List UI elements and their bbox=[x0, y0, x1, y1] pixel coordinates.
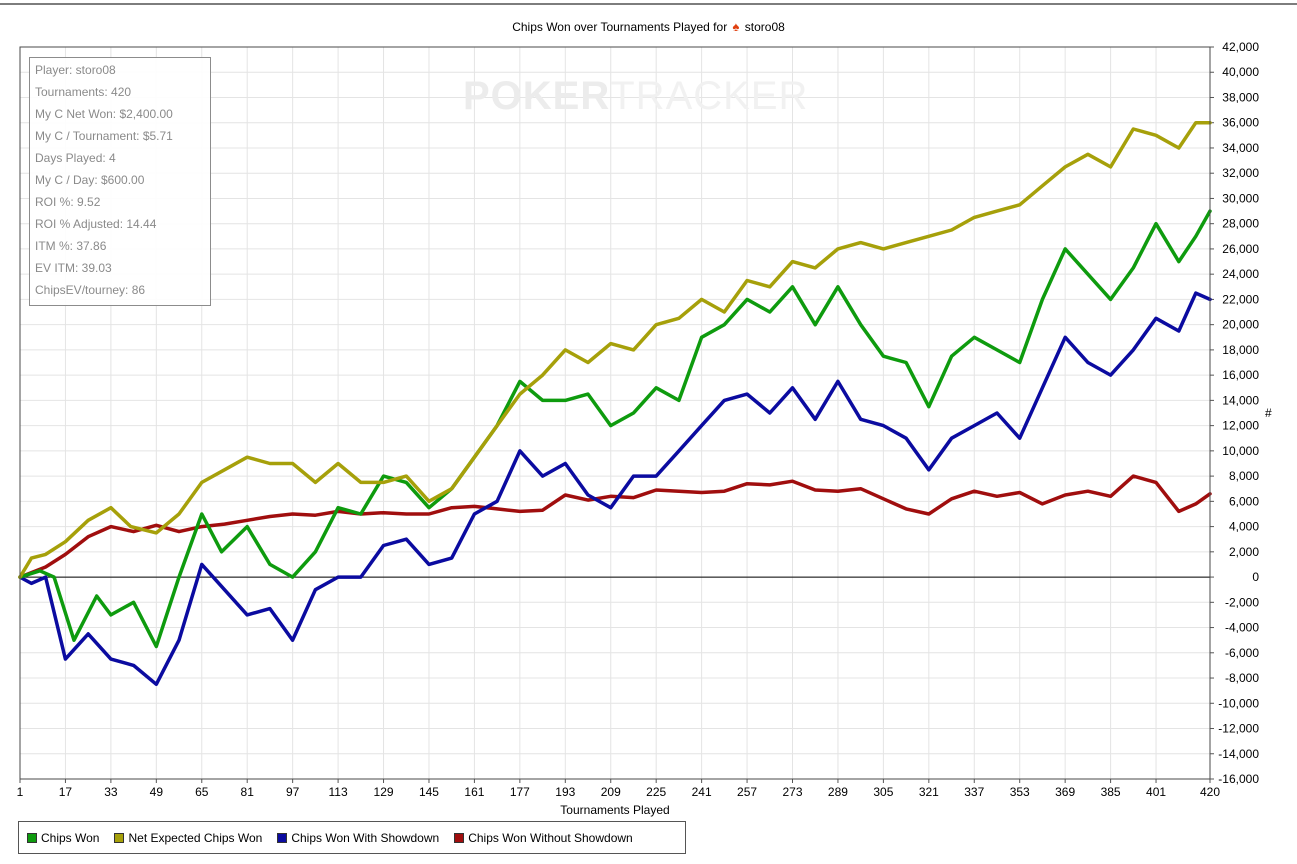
y-tick-label: 34,000 bbox=[1222, 141, 1259, 155]
y-tick-label: 22,000 bbox=[1222, 292, 1259, 306]
y-tick-label: 8,000 bbox=[1229, 469, 1259, 483]
x-tick-label: 305 bbox=[873, 785, 893, 799]
stat-roi-adjusted: ROI % Adjusted: 14.44 bbox=[35, 217, 157, 231]
legend-swatch-chips-won bbox=[27, 832, 37, 843]
stat-itm: ITM %: 37.86 bbox=[35, 239, 107, 253]
y-tick-label: -4,000 bbox=[1225, 621, 1259, 635]
x-tick-label: 97 bbox=[286, 785, 300, 799]
stat-per-tournament: My C / Tournament: $5.71 bbox=[35, 129, 173, 143]
series-net-expected-chips-won bbox=[18, 120, 1212, 579]
legend-label-without-showdown: Chips Won Without Showdown bbox=[468, 830, 633, 845]
x-tick-label: 177 bbox=[510, 785, 530, 799]
plot-area bbox=[19, 46, 1211, 780]
x-tick-label: 337 bbox=[964, 785, 984, 799]
y-tick-label: -16,000 bbox=[1218, 772, 1259, 786]
x-tick-label: 209 bbox=[601, 785, 621, 799]
x-tick-label: 273 bbox=[782, 785, 802, 799]
y-tick-label: -12,000 bbox=[1218, 722, 1259, 736]
stat-ev-itm: EV ITM: 39.03 bbox=[35, 261, 112, 275]
stat-net-won: My C Net Won: $2,400.00 bbox=[35, 107, 173, 121]
y-tick-label: 10,000 bbox=[1222, 444, 1259, 458]
legend-item-chips-won[interactable]: Chips Won bbox=[27, 831, 99, 845]
watermark-bold: POKER bbox=[463, 74, 611, 118]
y-tick-label: 42,000 bbox=[1222, 40, 1259, 54]
y-tick-label: -6,000 bbox=[1225, 646, 1259, 660]
legend-item-without-showdown[interactable]: Chips Won Without Showdown bbox=[454, 831, 633, 845]
pokertracker-watermark: POKERTRACKER bbox=[463, 74, 808, 119]
y-tick-label: 32,000 bbox=[1222, 166, 1259, 180]
y-tick-label: 0 bbox=[1252, 570, 1259, 584]
stat-roi: ROI %: 9.52 bbox=[35, 195, 101, 209]
x-tick-label: 161 bbox=[464, 785, 484, 799]
legend-label-net-expected: Net Expected Chips Won bbox=[128, 830, 263, 845]
chart-legend: Chips Won Net Expected Chips Won Chips W… bbox=[18, 821, 686, 854]
y-tick-label: 40,000 bbox=[1222, 65, 1259, 79]
x-tick-label: 65 bbox=[195, 785, 209, 799]
series-chips-won-without-showdown bbox=[18, 474, 1212, 579]
x-tick-label: 225 bbox=[646, 785, 666, 799]
y-tick-label: 16,000 bbox=[1222, 368, 1259, 382]
stat-tournaments: Tournaments: 420 bbox=[35, 85, 132, 99]
series-chips-won-with-showdown bbox=[18, 291, 1212, 687]
y-tick-label: 26,000 bbox=[1222, 242, 1259, 256]
x-tick-label: 1 bbox=[17, 785, 24, 799]
legend-label-with-showdown: Chips Won With Showdown bbox=[291, 830, 440, 845]
y-tick-label: -14,000 bbox=[1218, 747, 1259, 761]
x-axis-label: Tournaments Played bbox=[560, 803, 670, 817]
y-axis-label: # bbox=[1265, 406, 1272, 420]
stats-box: Player: storo08 Tournaments: 420 My C Ne… bbox=[29, 57, 211, 306]
x-tick-label: 129 bbox=[374, 785, 394, 799]
chart-title-text: Chips Won over Tournaments Played for bbox=[512, 20, 728, 34]
stat-player: Player: storo08 bbox=[35, 63, 116, 77]
x-tick-label: 113 bbox=[329, 785, 348, 799]
chart-title: Chips Won over Tournaments Played for ♠ … bbox=[0, 19, 1297, 34]
y-tick-label: 24,000 bbox=[1222, 267, 1259, 281]
x-tick-label: 353 bbox=[1010, 785, 1030, 799]
x-tick-label: 289 bbox=[828, 785, 848, 799]
y-tick-label: 36,000 bbox=[1222, 116, 1259, 130]
x-tick-label: 257 bbox=[737, 785, 757, 799]
y-tick-label: 14,000 bbox=[1222, 393, 1259, 407]
y-tick-label: 18,000 bbox=[1222, 343, 1259, 357]
series-chips-won bbox=[18, 209, 1212, 649]
legend-swatch-with-showdown bbox=[277, 832, 288, 843]
y-tick-label: 20,000 bbox=[1222, 318, 1259, 332]
x-tick-label: 420 bbox=[1200, 785, 1220, 799]
x-tick-label: 145 bbox=[419, 785, 439, 799]
x-tick-label: 241 bbox=[692, 785, 712, 799]
y-tick-label: -10,000 bbox=[1218, 696, 1259, 710]
legend-item-with-showdown[interactable]: Chips Won With Showdown bbox=[277, 831, 439, 845]
x-tick-label: 385 bbox=[1101, 785, 1121, 799]
y-tick-label: 38,000 bbox=[1222, 90, 1259, 104]
stat-per-day: My C / Day: $600.00 bbox=[35, 173, 145, 187]
y-tick-label: 2,000 bbox=[1229, 545, 1259, 559]
x-tick-label: 33 bbox=[104, 785, 118, 799]
x-tick-label: 49 bbox=[150, 785, 164, 799]
x-tick-label: 321 bbox=[919, 785, 939, 799]
y-tick-label: -2,000 bbox=[1225, 595, 1259, 609]
y-tick-label: 6,000 bbox=[1229, 494, 1259, 508]
watermark-light: TRACKER bbox=[610, 74, 809, 118]
plot-border bbox=[19, 46, 1211, 780]
spade-icon: ♠ bbox=[732, 19, 740, 34]
stat-days-played: Days Played: 4 bbox=[35, 151, 116, 165]
legend-label-chips-won: Chips Won bbox=[41, 830, 100, 845]
y-tick-label: 12,000 bbox=[1222, 419, 1259, 433]
legend-swatch-net-expected bbox=[114, 832, 125, 843]
legend-swatch-without-showdown bbox=[454, 832, 465, 843]
x-tick-label: 81 bbox=[241, 785, 255, 799]
y-tick-label: -8,000 bbox=[1225, 671, 1259, 685]
legend-item-net-expected[interactable]: Net Expected Chips Won bbox=[114, 831, 262, 845]
stat-chipsev: ChipsEV/tourney: 86 bbox=[35, 283, 146, 297]
chart-title-player: storo08 bbox=[744, 20, 785, 34]
y-tick-label: 28,000 bbox=[1222, 217, 1259, 231]
x-tick-label: 17 bbox=[59, 785, 73, 799]
x-tick-label: 369 bbox=[1055, 785, 1075, 799]
y-tick-label: 30,000 bbox=[1222, 191, 1259, 205]
x-tick-label: 401 bbox=[1146, 785, 1166, 799]
window-top-rule bbox=[0, 3, 1297, 5]
x-tick-label: 193 bbox=[555, 785, 575, 799]
y-tick-label: 4,000 bbox=[1229, 520, 1259, 534]
